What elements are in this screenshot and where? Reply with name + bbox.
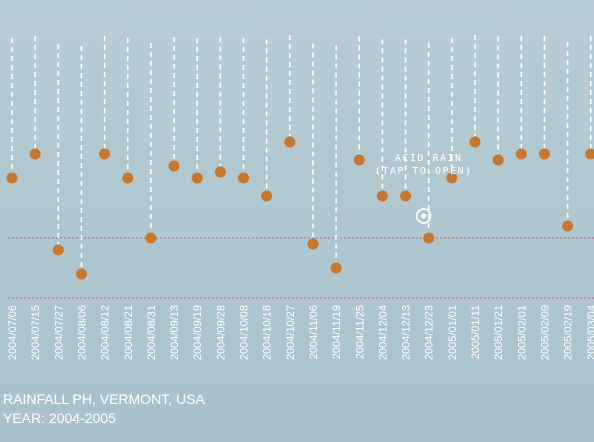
target-icon[interactable]	[415, 208, 432, 224]
x-tick-label: 2004/10/18	[262, 305, 274, 360]
data-point[interactable]	[585, 148, 594, 160]
x-tick-label: 2004/12/23	[424, 305, 436, 360]
x-tick-label: 2005/01/01	[447, 305, 459, 360]
data-point[interactable]	[307, 238, 319, 250]
x-tick-label: 2004/08/31	[146, 305, 158, 360]
callout-hint: (TAP TO OPEN)	[375, 166, 473, 177]
data-point[interactable]	[400, 190, 412, 202]
data-points	[6, 136, 594, 280]
x-tick-label: 2004/12/04	[377, 305, 389, 360]
x-tick-label: 2004/11/25	[354, 305, 366, 359]
x-tick-labels: 2004/07/06 2004/07/15 2004/07/27 2004/08/06…	[7, 305, 594, 360]
data-point[interactable]	[492, 154, 504, 166]
x-tick-label: 2005/01/21	[493, 305, 505, 360]
target-ring	[415, 208, 432, 224]
data-point[interactable]	[538, 148, 550, 160]
x-tick-label: 2004/11/19	[331, 305, 343, 359]
data-point[interactable]	[446, 172, 458, 184]
data-point[interactable]	[515, 148, 527, 160]
x-tick-label: 2005/02/09	[539, 305, 551, 360]
x-tick-label: 2004/09/19	[192, 305, 204, 360]
x-tick-label: 2004/10/27	[285, 305, 297, 360]
x-tick-label: 2004/07/27	[53, 305, 65, 360]
x-tick-label: 2004/10/08	[239, 305, 251, 360]
chart-subtitle: YEAR: 2004-2005	[3, 410, 116, 426]
x-tick-label: 2004/07/15	[30, 305, 42, 360]
data-point[interactable]	[330, 262, 342, 274]
data-point[interactable]	[261, 190, 273, 202]
acid-rain-callout[interactable]: ACID RAIN (TAP TO OPEN)	[375, 153, 473, 224]
x-tick-label: 2005/01/11	[470, 305, 482, 359]
reference-lines	[8, 237, 594, 299]
data-point[interactable]	[562, 220, 574, 232]
data-point[interactable]	[145, 232, 157, 244]
data-point[interactable]	[284, 136, 296, 148]
x-tick-label: 2004/12/13	[401, 305, 413, 360]
data-point[interactable]	[75, 268, 87, 280]
x-tick-label: 2004/08/06	[76, 305, 88, 360]
x-tick-label: 2005/02/19	[563, 305, 575, 360]
data-point[interactable]	[29, 148, 41, 160]
callout-title: ACID RAIN	[395, 153, 463, 164]
x-tick-label: 2004/08/21	[123, 305, 135, 360]
x-tick-label: 2004/08/12	[100, 305, 112, 360]
x-tick-label: 2004/11/06	[308, 305, 320, 359]
chart-caption: RAINFALL PH, VERMONT, USA YEAR: 2004-200…	[3, 390, 205, 428]
x-tick-label: 2004/09/28	[215, 305, 227, 360]
x-tick-label: 2004/07/06	[7, 305, 19, 360]
data-point[interactable]	[376, 190, 388, 202]
x-tick-label: 2004/09/13	[169, 305, 181, 360]
x-tick-label: 2005/02/01	[516, 305, 528, 360]
target-dot	[421, 213, 427, 219]
data-point[interactable]	[52, 244, 64, 256]
data-point[interactable]	[122, 172, 134, 184]
data-point[interactable]	[238, 172, 249, 184]
data-point[interactable]	[6, 172, 18, 184]
data-point[interactable]	[191, 172, 203, 184]
data-point[interactable]	[99, 148, 111, 160]
stems	[11, 35, 592, 268]
data-point[interactable]	[423, 232, 435, 244]
chart-title: RAINFALL PH, VERMONT, USA	[3, 391, 205, 407]
data-point[interactable]	[353, 154, 365, 166]
data-point[interactable]	[168, 160, 180, 172]
x-tick-label: 2005/03/04	[586, 305, 594, 360]
data-point[interactable]	[469, 136, 481, 148]
data-point[interactable]	[214, 166, 226, 178]
